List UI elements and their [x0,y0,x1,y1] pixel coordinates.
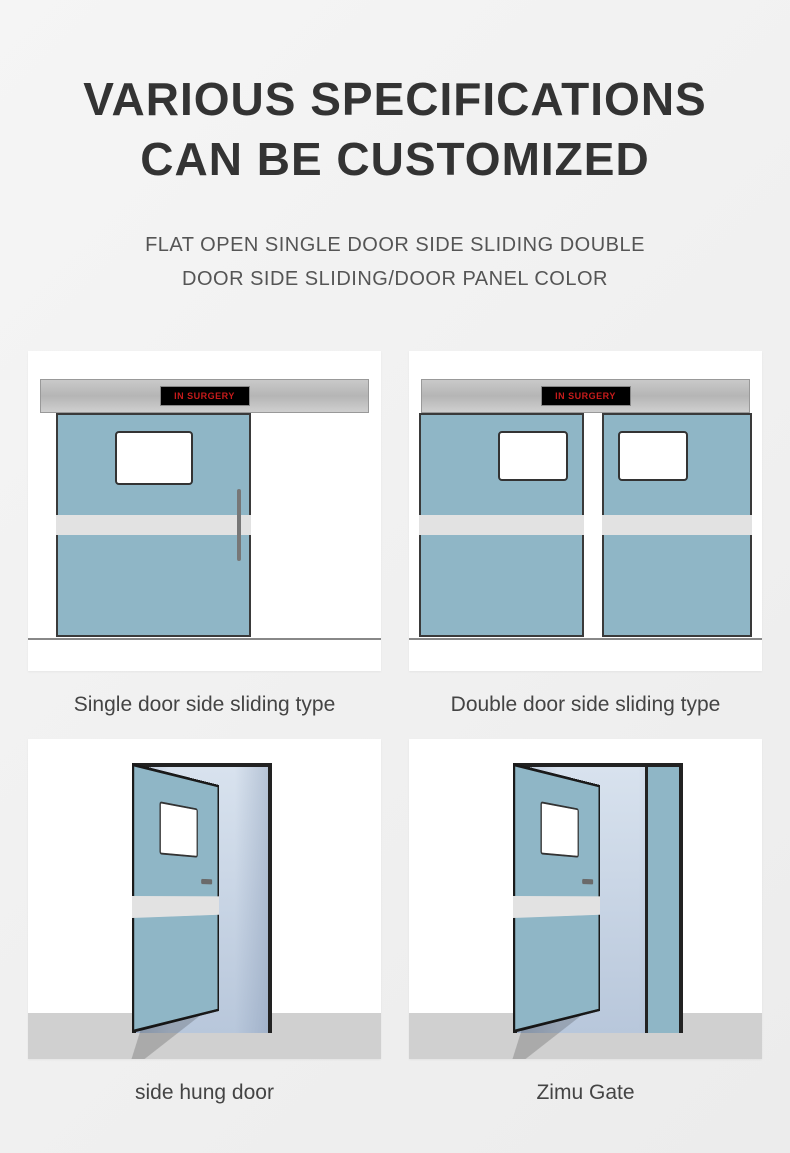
door-leaf [513,763,600,1033]
subtitle-line-2: DOOR SIDE SLIDING/DOOR PANEL COLOR [182,268,608,290]
floor-line [28,638,381,640]
main-title: VARIOUS SPECIFICATIONS CAN BE CUSTOMIZED [0,70,790,190]
door-window [159,801,197,857]
fixed-leaf [645,767,679,1033]
door-handle [237,489,241,561]
kick-plate [132,896,219,918]
card-double-sliding: IN SURGERY [409,351,762,671]
surgery-sign-text: IN SURGERY [174,391,235,401]
kick-plate [513,896,600,918]
title-line-2: CAN BE CUSTOMIZED [140,133,649,185]
caption-double-sliding: Double door side sliding type [409,693,762,717]
cell-double-sliding: IN SURGERY Double door side sliding type [409,351,762,717]
door-window [115,431,193,485]
caption-zimu-gate: Zimu Gate [409,1081,762,1105]
surgery-sign: IN SURGERY [160,386,250,406]
subtitle-line-1: FLAT OPEN SINGLE DOOR SIDE SLIDING DOUBL… [145,234,645,256]
door-track: IN SURGERY [40,379,369,413]
door-leaf [132,763,219,1033]
caption-side-hung: side hung door [28,1081,381,1105]
surgery-sign: IN SURGERY [541,386,631,406]
card-single-sliding: IN SURGERY [28,351,381,671]
door-track: IN SURGERY [421,379,750,413]
door-panel-right [602,413,752,637]
floor-line [409,638,762,640]
card-zimu-gate [409,739,762,1059]
door-panel [56,413,251,637]
caption-single-sliding: Single door side sliding type [28,693,381,717]
door-window [618,431,688,481]
door-handle [201,878,212,884]
kick-plate [419,515,584,535]
subtitle: FLAT OPEN SINGLE DOOR SIDE SLIDING DOUBL… [0,228,790,296]
kick-plate [602,515,752,535]
door-panel-left [419,413,584,637]
product-grid: IN SURGERY Single door side sliding type… [28,351,762,1105]
title-line-1: VARIOUS SPECIFICATIONS [83,73,706,125]
cell-side-hung: side hung door [28,739,381,1105]
door-window [498,431,568,481]
cell-zimu-gate: Zimu Gate [409,739,762,1105]
kick-plate [56,515,251,535]
card-side-hung [28,739,381,1059]
cell-single-sliding: IN SURGERY Single door side sliding type [28,351,381,717]
door-handle [582,878,593,884]
door-window [540,801,578,857]
surgery-sign-text: IN SURGERY [555,391,616,401]
